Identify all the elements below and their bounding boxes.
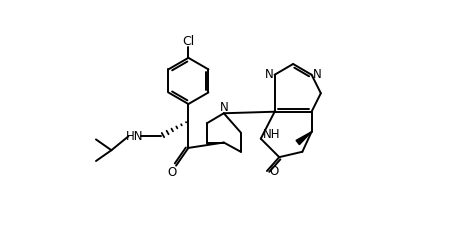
Text: N: N: [313, 68, 321, 81]
Text: N: N: [265, 68, 274, 81]
Text: N: N: [219, 101, 228, 114]
Text: O: O: [269, 164, 278, 178]
Text: NH: NH: [263, 128, 280, 141]
Text: HN: HN: [126, 130, 143, 143]
Polygon shape: [296, 132, 312, 145]
Text: O: O: [168, 166, 177, 179]
Text: Cl: Cl: [182, 35, 194, 48]
